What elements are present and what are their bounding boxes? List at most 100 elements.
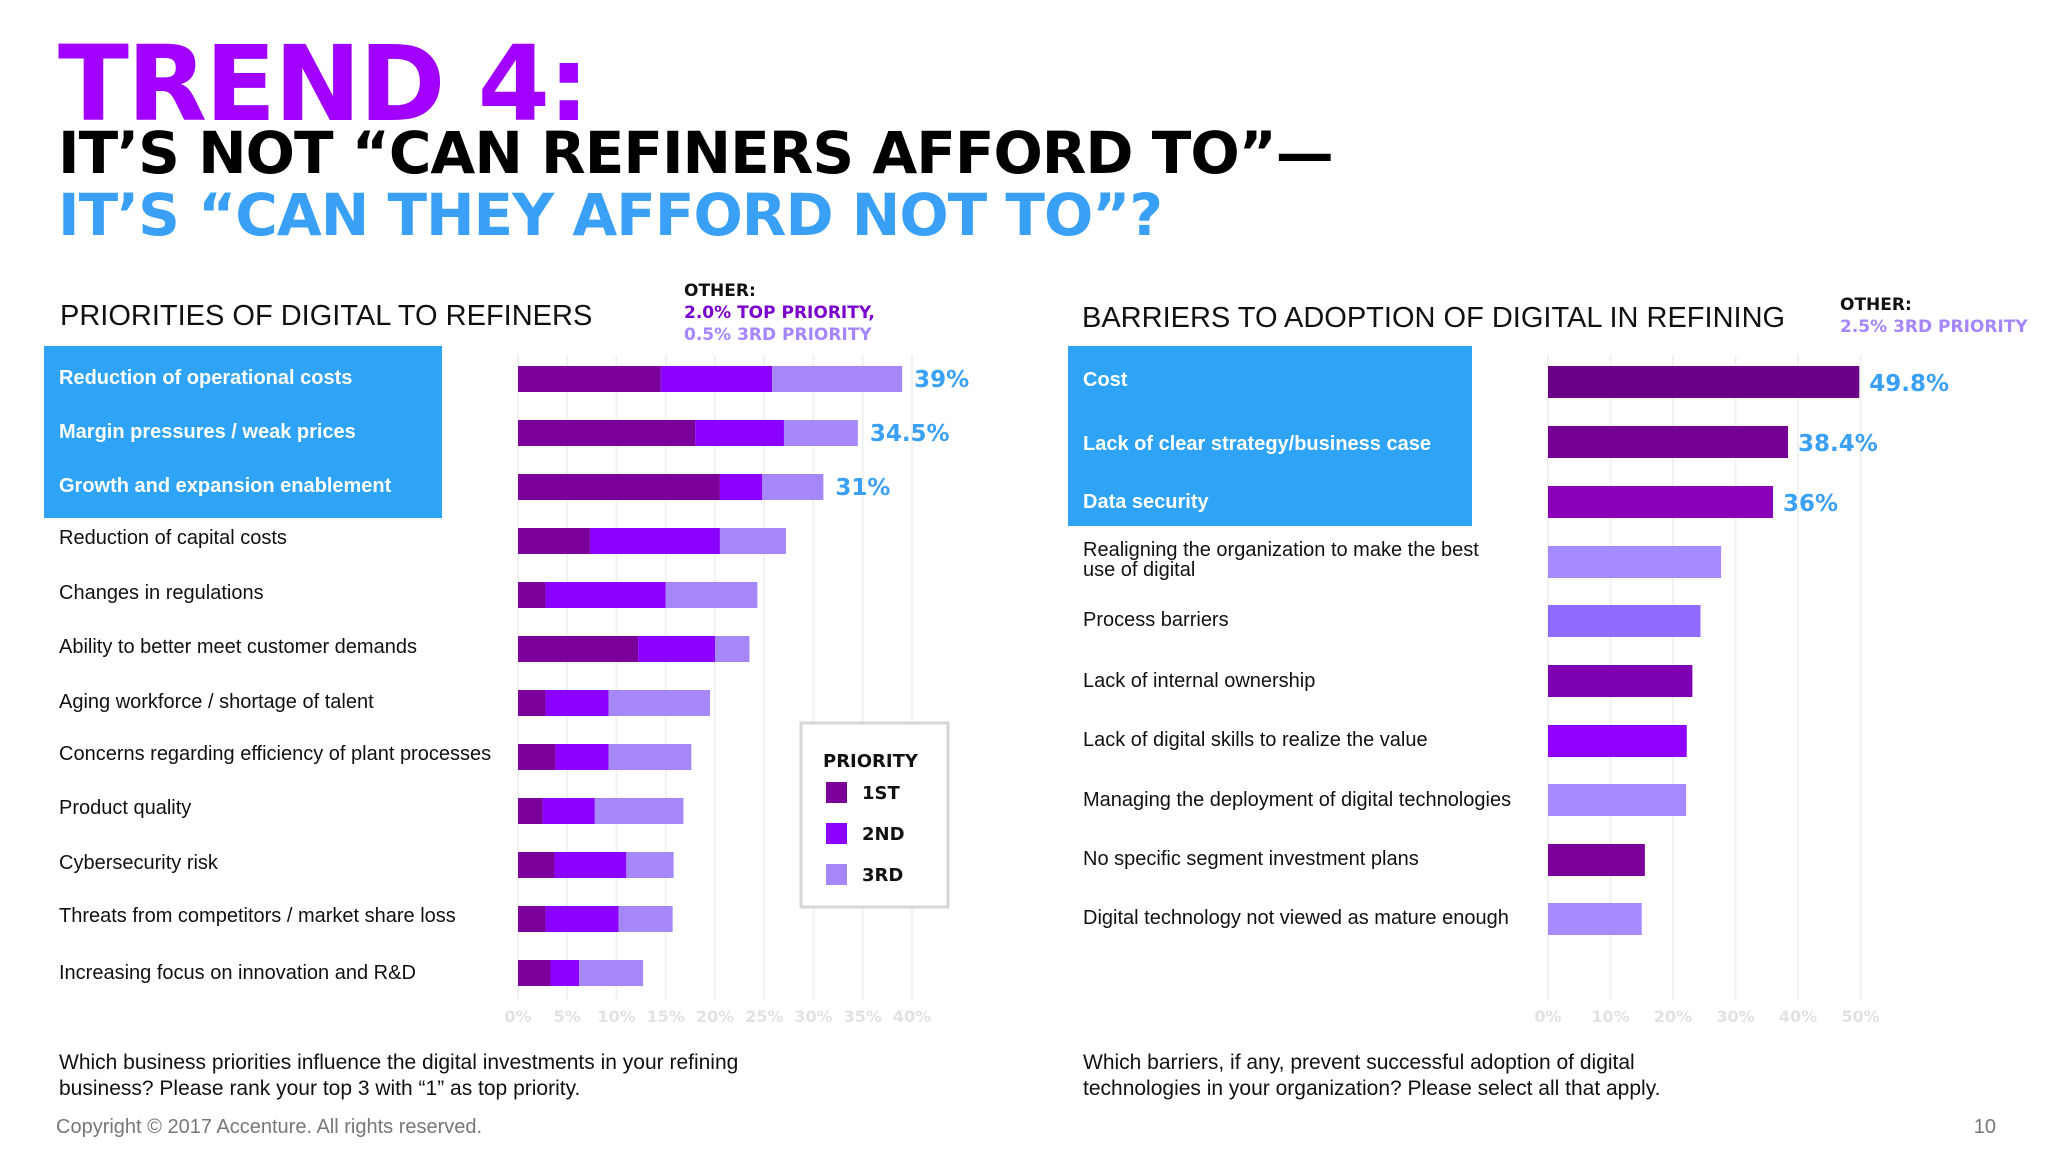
bar-segment-3rd: [626, 852, 674, 878]
priority-label: Cybersecurity risk: [59, 852, 218, 874]
priority-legend: PRIORITY 1ST 2ND 3RD: [799, 721, 950, 909]
bar-segment-3rd: [608, 744, 692, 770]
bar-segment-3rd: [618, 906, 673, 932]
bar-segment-2nd: [555, 744, 609, 770]
priority-label: Changes in regulations: [59, 582, 264, 604]
legend-swatch-3rd: [826, 864, 847, 885]
priority-label: Increasing focus on innovation and R&D: [59, 962, 416, 984]
priority-label: Threats from competitors / market share …: [59, 905, 456, 927]
x-tick-label: 5%: [554, 1007, 581, 1026]
priorities-title: PRIORITIES OF DIGITAL TO REFINERS: [60, 300, 593, 332]
bar: [1548, 725, 1687, 757]
data-label: 36%: [1783, 491, 1838, 517]
bar-segment-3rd: [715, 636, 750, 662]
priorities-chart: 0% 5% 10% 15% 20% 25% 30% 35% 40% 39% 34.5% 31%: [504, 355, 969, 1026]
priorities-other-top: 2.0% TOP PRIORITY,: [684, 303, 875, 323]
x-tick-label: 15%: [647, 1007, 685, 1026]
bar-segment-3rd: [579, 960, 644, 986]
barrier-label: Lack of digital skills to realize the va…: [1083, 729, 1428, 751]
barrier-label: Cost: [1083, 369, 1128, 391]
barriers-question: Which barriers, if any, prevent successf…: [1083, 1051, 1661, 1100]
bar-segment-2nd: [545, 690, 609, 716]
barriers-highlight-box: [1068, 346, 1472, 526]
priority-label: Ability to better meet customer demands: [59, 636, 417, 658]
x-tick-label: 20%: [1654, 1007, 1692, 1026]
bar: [1548, 605, 1701, 637]
barriers-chart: 0% 10% 20% 30% 40% 50% 49.8% 38.4% 36%: [1534, 355, 1949, 1026]
priorities-highlight-box: [44, 346, 442, 518]
barriers-other-note: OTHER: 2.5% 3RD PRIORITY: [1840, 294, 2028, 338]
x-tick-label: 40%: [893, 1007, 931, 1026]
page-number: 10: [1973, 1116, 1996, 1138]
bar-segment-1st: [518, 474, 720, 500]
bar-segment-1st: [518, 690, 546, 716]
priorities-question: Which business priorities influence the …: [59, 1051, 739, 1100]
priority-label: Concerns regarding efficiency of plant p…: [59, 743, 492, 765]
barriers-title: BARRIERS TO ADOPTION OF DIGITAL IN REFIN…: [1082, 302, 1786, 334]
bar-segment-1st: [518, 744, 556, 770]
legend-swatch-2nd: [826, 823, 847, 844]
x-tick-label: 50%: [1841, 1007, 1879, 1026]
bar-segment-2nd: [719, 474, 763, 500]
bar-segment-3rd: [594, 798, 684, 824]
x-tick-label: 20%: [696, 1007, 734, 1026]
bar: [1548, 546, 1722, 578]
legend-title: PRIORITY: [823, 751, 919, 772]
barrier-label: Managing the deployment of digital techn…: [1083, 789, 1512, 811]
bar: [1548, 486, 1773, 518]
bar-segment-3rd: [608, 690, 711, 716]
legend-label: 1ST: [862, 783, 900, 804]
legend-swatch-1st: [826, 782, 847, 803]
bar: [1548, 844, 1645, 876]
barrier-label: Data security: [1083, 491, 1209, 513]
bar-segment-1st: [518, 852, 555, 878]
priority-label: Aging workforce / shortage of talent: [59, 691, 374, 713]
bar: [1548, 426, 1788, 458]
x-tick-label: 10%: [597, 1007, 635, 1026]
bar: [1548, 665, 1693, 697]
legend-label: 3RD: [862, 865, 903, 886]
priority-label: Product quality: [59, 797, 192, 819]
bar-segment-1st: [518, 528, 590, 554]
bar-segment-2nd: [589, 528, 720, 554]
bar-segment-3rd: [719, 528, 786, 554]
data-label: 49.8%: [1869, 371, 1949, 397]
bar-segment-3rd: [665, 582, 758, 608]
bar-segment-1st: [518, 420, 696, 446]
x-tick-label: 0%: [504, 1007, 531, 1026]
bar: [1548, 784, 1687, 816]
data-label: 34.5%: [870, 421, 950, 447]
data-label: 38.4%: [1798, 431, 1878, 457]
bar-segment-2nd: [550, 960, 580, 986]
copyright-text: Copyright © 2017 Accenture. All rights r…: [56, 1116, 483, 1138]
bar-segment-1st: [518, 798, 543, 824]
priority-label: Margin pressures / weak prices: [59, 421, 356, 443]
x-tick-label: 40%: [1779, 1007, 1817, 1026]
bar-segment-1st: [518, 636, 639, 662]
x-tick-label: 30%: [794, 1007, 832, 1026]
headline-line-1: IT’S NOT “CAN REFINERS AFFORD TO”—: [58, 119, 1334, 187]
legend-box: [799, 721, 950, 909]
legend-label: 2ND: [862, 824, 905, 845]
trend-title: TREND 4:: [58, 23, 590, 145]
x-tick-label: 0%: [1534, 1007, 1561, 1026]
barrier-label: No specific segment investment plans: [1083, 848, 1419, 870]
priorities-other-third: 0.5% 3RD PRIORITY: [684, 325, 872, 345]
data-label: 39%: [914, 367, 969, 393]
barriers-other-third: 2.5% 3RD PRIORITY: [1840, 317, 2028, 337]
barrier-label: Lack of internal ownership: [1083, 670, 1316, 692]
priorities-other-label: OTHER:: [684, 281, 756, 301]
headline-line-2: IT’S “CAN THEY AFFORD NOT TO”?: [58, 181, 1163, 249]
bar-segment-2nd: [638, 636, 715, 662]
priorities-other-note: OTHER: 2.0% TOP PRIORITY, 0.5% 3RD PRIOR…: [684, 280, 875, 346]
bar-segment-2nd: [542, 798, 595, 824]
bar: [1548, 366, 1860, 398]
x-tick-label: 10%: [1591, 1007, 1629, 1026]
barriers-other-label: OTHER:: [1840, 295, 1912, 315]
priority-label: Growth and expansion enablement: [59, 475, 392, 497]
bar-segment-3rd: [762, 474, 824, 500]
bar-segment-2nd: [545, 906, 619, 932]
x-tick-label: 30%: [1716, 1007, 1754, 1026]
bar-segment-3rd: [772, 366, 903, 392]
